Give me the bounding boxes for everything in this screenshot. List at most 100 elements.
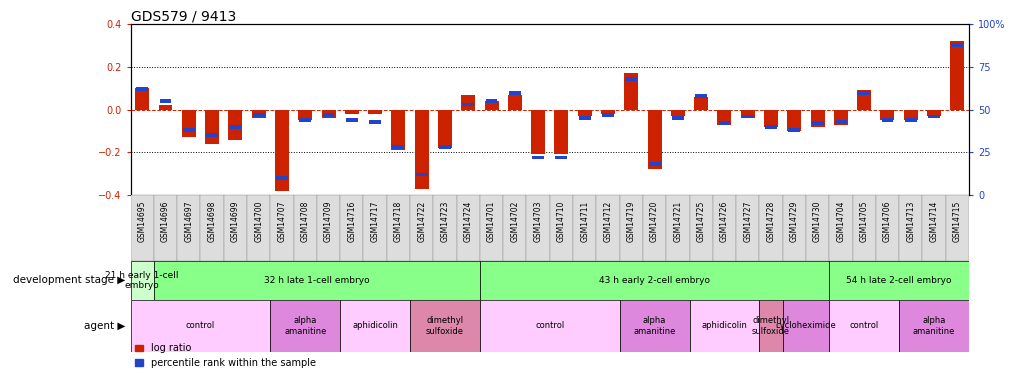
Bar [480, 261, 828, 300]
Bar [857, 91, 869, 94]
Bar [480, 195, 502, 261]
Text: GDS579 / 9413: GDS579 / 9413 [130, 9, 235, 23]
Bar [252, 110, 265, 118]
Bar [620, 195, 642, 261]
Text: GSM14718: GSM14718 [393, 200, 403, 242]
Bar [201, 195, 223, 261]
Bar [899, 300, 968, 352]
Text: GSM14705: GSM14705 [859, 200, 868, 242]
Bar [276, 176, 287, 180]
Bar [484, 101, 498, 109]
Bar [391, 110, 405, 150]
Bar [740, 110, 754, 118]
Bar [828, 261, 968, 300]
Bar [600, 110, 614, 114]
Text: GSM14726: GSM14726 [719, 200, 729, 242]
Bar [903, 110, 917, 120]
Bar [322, 113, 334, 117]
Bar [485, 99, 497, 103]
Bar [811, 122, 822, 125]
Text: development stage ▶: development stage ▶ [13, 275, 125, 285]
Bar [689, 195, 712, 261]
Text: GSM14719: GSM14719 [627, 200, 635, 242]
Text: GSM14711: GSM14711 [580, 200, 589, 242]
Bar [369, 120, 381, 123]
Text: GSM14712: GSM14712 [603, 200, 611, 242]
Text: GSM14722: GSM14722 [417, 200, 426, 242]
Bar [299, 118, 311, 122]
Bar [927, 115, 940, 118]
Bar [340, 300, 410, 352]
Bar [137, 87, 148, 91]
Text: GSM14696: GSM14696 [161, 200, 170, 242]
Bar [758, 195, 782, 261]
Bar [782, 195, 805, 261]
Bar [223, 195, 247, 261]
Bar [764, 125, 776, 129]
Text: 43 h early 2-cell embryo: 43 h early 2-cell embryo [598, 276, 709, 285]
Bar [899, 195, 921, 261]
Text: GSM14710: GSM14710 [556, 200, 566, 242]
Text: GSM14704: GSM14704 [836, 200, 845, 242]
Bar [805, 195, 828, 261]
Bar [875, 195, 899, 261]
Bar [573, 195, 596, 261]
Bar [689, 300, 759, 352]
Bar [549, 195, 573, 261]
Text: control: control [849, 321, 878, 330]
Bar [879, 110, 894, 120]
Bar [694, 97, 707, 109]
Text: 21 h early 1-cell
embryo: 21 h early 1-cell embryo [105, 271, 178, 290]
Text: aphidicolin: aphidicolin [352, 321, 397, 330]
Text: GSM14715: GSM14715 [952, 200, 961, 242]
Bar [438, 145, 450, 149]
Text: alpha
amanitine: alpha amanitine [912, 316, 955, 336]
Bar [345, 118, 358, 122]
Bar [462, 103, 474, 106]
Bar [835, 120, 846, 123]
Bar [555, 156, 567, 159]
Bar [130, 195, 154, 261]
Text: GSM14708: GSM14708 [301, 200, 310, 242]
Bar [601, 113, 613, 117]
Text: GSM14723: GSM14723 [440, 200, 449, 242]
Text: 32 h late 1-cell embryo: 32 h late 1-cell embryo [264, 276, 369, 285]
Bar [596, 195, 620, 261]
Bar [625, 77, 637, 81]
Text: GSM14707: GSM14707 [277, 200, 286, 242]
Bar [363, 195, 386, 261]
Bar [531, 110, 544, 154]
Bar [763, 110, 777, 127]
Bar [741, 115, 753, 118]
Bar [787, 110, 801, 131]
Text: GSM14706: GSM14706 [882, 200, 891, 242]
Text: cycloheximide: cycloheximide [774, 321, 836, 330]
Bar [508, 91, 521, 94]
Bar [712, 195, 736, 261]
Text: GSM14730: GSM14730 [812, 200, 821, 242]
Bar [416, 172, 427, 177]
Bar [665, 195, 689, 261]
Text: GSM14729: GSM14729 [789, 200, 798, 242]
Bar [951, 43, 962, 47]
Text: GSM14716: GSM14716 [347, 200, 356, 242]
Bar [672, 116, 683, 120]
Bar [810, 110, 823, 127]
Bar [782, 300, 828, 352]
Bar [415, 110, 428, 189]
Text: GSM14721: GSM14721 [673, 200, 682, 242]
Text: GSM14709: GSM14709 [324, 200, 332, 242]
Bar [410, 195, 433, 261]
Bar [717, 122, 730, 125]
Bar [852, 195, 875, 261]
Text: GSM14698: GSM14698 [208, 200, 216, 242]
Text: alpha
amanitine: alpha amanitine [283, 316, 326, 336]
Text: GSM14701: GSM14701 [487, 200, 495, 242]
Text: control: control [185, 321, 215, 330]
Text: GSM14703: GSM14703 [533, 200, 542, 242]
Bar [671, 110, 684, 116]
Bar [828, 300, 899, 352]
Bar [950, 42, 963, 110]
Text: control: control [535, 321, 564, 330]
Text: GSM14714: GSM14714 [928, 200, 937, 242]
